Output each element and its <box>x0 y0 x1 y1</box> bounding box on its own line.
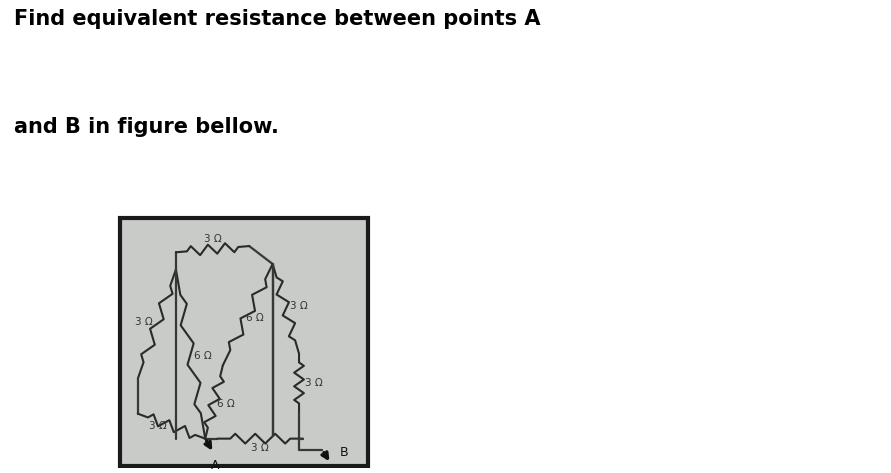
Text: B: B <box>340 446 348 459</box>
Text: 3 Ω: 3 Ω <box>135 316 152 326</box>
Text: 3 Ω: 3 Ω <box>150 421 167 431</box>
Text: 6 Ω: 6 Ω <box>246 313 264 324</box>
Text: 6 Ω: 6 Ω <box>217 399 235 410</box>
Text: 6 Ω: 6 Ω <box>194 351 212 361</box>
Text: 3 Ω: 3 Ω <box>251 443 269 454</box>
Text: 3 Ω: 3 Ω <box>305 378 323 388</box>
Text: Find equivalent resistance between points A: Find equivalent resistance between point… <box>14 9 541 29</box>
Text: and B in figure bellow.: and B in figure bellow. <box>14 117 279 137</box>
Text: A: A <box>210 459 219 473</box>
Text: 3 Ω: 3 Ω <box>204 235 222 245</box>
Text: 3 Ω: 3 Ω <box>290 301 308 311</box>
